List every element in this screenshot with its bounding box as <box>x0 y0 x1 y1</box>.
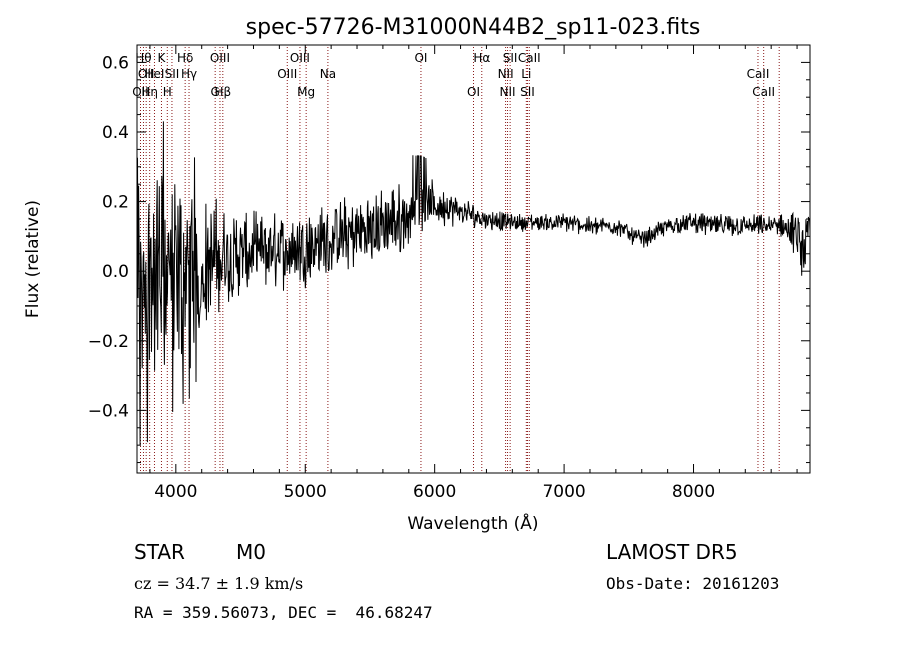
line-marker-label: CaII <box>518 51 541 65</box>
line-marker-label: SII <box>165 67 180 81</box>
line-marker-label: SII <box>520 85 535 99</box>
x-tick-label: 8000 <box>672 482 715 502</box>
line-marker-label: OI <box>467 85 480 99</box>
chart-title: spec-57726-M31000N44B2_sp11-023.fits <box>246 15 701 40</box>
spectrum-line <box>136 121 811 446</box>
line-marker-label: OII <box>138 67 155 81</box>
line-marker-label: G <box>211 85 220 99</box>
line-marker-label: Li <box>521 67 531 81</box>
y-tick-label: −0.2 <box>88 332 129 352</box>
line-marker-label: NII <box>500 85 516 99</box>
emission-line-labels: OIIHθOIIHηHeIKHSIIHδHγGOIIIHβOIIIOIIIMgN… <box>132 51 775 99</box>
line-marker-label: CaII <box>752 85 775 99</box>
survey-name: LAMOST DR5 <box>606 540 738 564</box>
line-marker-label: Na <box>320 67 336 81</box>
y-axis-label: Flux (relative) <box>23 200 43 318</box>
line-marker-label: CaII <box>747 67 770 81</box>
line-marker-label: NII <box>498 67 514 81</box>
plot-frame <box>136 44 811 474</box>
line-marker-label: OIII <box>210 51 230 65</box>
y-tick-label: 0.6 <box>102 53 129 73</box>
line-marker-label: H <box>163 85 172 99</box>
y-tick-label: −0.4 <box>88 401 129 421</box>
line-marker-label: OIII <box>290 51 310 65</box>
x-axis-label: Wavelength (Å) <box>407 512 538 534</box>
object-class: STAR <box>134 540 185 564</box>
line-marker-label: K <box>158 51 167 65</box>
line-marker-label: OII <box>132 85 149 99</box>
redshift-text: cz = 34.7 ± 1.9 km/s <box>134 574 304 593</box>
line-marker-label: Hδ <box>177 51 193 65</box>
line-marker-label: Hα <box>473 51 490 65</box>
line-marker-label: SII <box>503 51 518 65</box>
obs-date: Obs-Date: 20161203 <box>606 574 780 593</box>
y-tick-label: 0.0 <box>102 262 129 282</box>
y-axis: −0.4 −0.2 0.0 0.2 0.4 0.6 <box>88 44 810 464</box>
x-tick-label: 7000 <box>542 482 585 502</box>
x-axis: 4000 5000 6000 7000 8000 <box>149 45 798 502</box>
line-marker-label: Hθ <box>135 51 151 65</box>
line-marker-label: OIII <box>277 67 297 81</box>
line-marker-label: Hβ <box>214 85 231 99</box>
x-tick-label: 5000 <box>284 482 327 502</box>
x-tick-label: 4000 <box>154 482 197 502</box>
line-marker-label: Mg <box>297 85 315 99</box>
line-marker-label: HeI <box>144 67 164 81</box>
line-marker-label: Hγ <box>181 67 197 81</box>
y-tick-label: 0.2 <box>102 193 129 213</box>
line-marker-label: OI <box>414 51 427 65</box>
object-subclass: M0 <box>236 540 266 564</box>
y-tick-label: 0.4 <box>102 123 129 143</box>
coordinates: RA = 359.56073, DEC = 46.68247 <box>134 603 433 622</box>
line-marker-label: Hη <box>141 85 158 99</box>
x-tick-label: 6000 <box>413 482 456 502</box>
